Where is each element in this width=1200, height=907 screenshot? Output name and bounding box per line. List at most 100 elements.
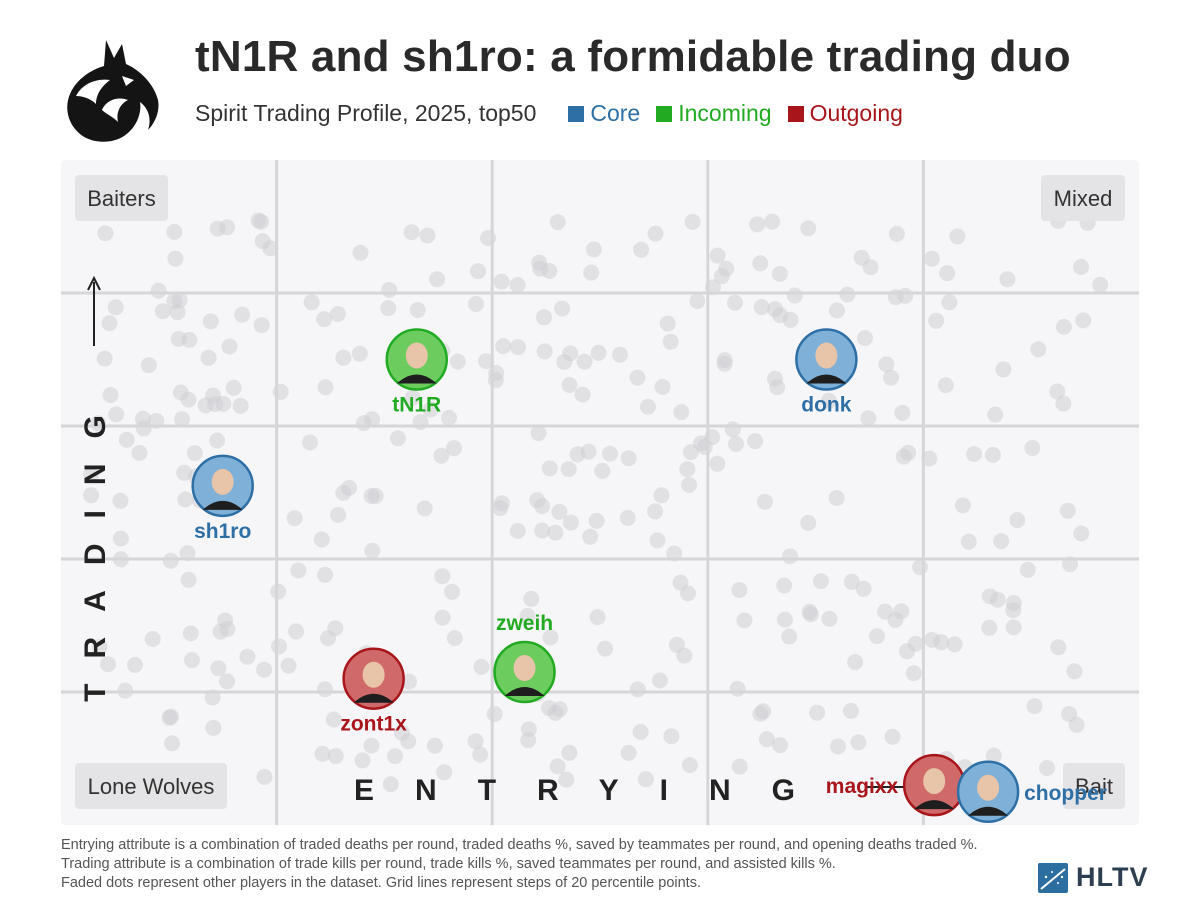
footnotes: Entrying attribute is a combination of t… [61, 836, 978, 893]
faded-dot [389, 430, 406, 447]
faded-dot [416, 500, 433, 517]
faded-dot [583, 264, 600, 281]
faded-dot [488, 365, 505, 381]
faded-dot [847, 654, 864, 671]
quadrant-label-baiters: Baiters [75, 175, 168, 221]
faded-dot [830, 738, 846, 755]
avatar-shirt [806, 374, 847, 384]
faded-dot [314, 745, 331, 762]
faded-dot [713, 268, 730, 285]
faded-dot [532, 260, 549, 277]
faded-dot [868, 628, 885, 645]
faded-dot [232, 397, 249, 414]
faded-dot [629, 369, 646, 386]
faded-dot [180, 391, 197, 408]
faded-dot [523, 590, 540, 607]
faded-dot [401, 673, 417, 690]
faded-dot [772, 737, 789, 754]
faded-dot [253, 213, 270, 230]
faded-dot [1030, 341, 1047, 358]
faded-dot [800, 220, 817, 237]
faded-dot [1024, 440, 1041, 456]
subtitle-row: Spirit Trading Profile, 2025, top50 Core… [195, 100, 919, 127]
faded-dot [1005, 619, 1022, 636]
faded-dot [649, 532, 666, 549]
faded-dot [302, 434, 318, 451]
avatar-face [513, 655, 536, 682]
player-marker-zont1x: zont1x [340, 647, 407, 736]
faded-dot [855, 580, 872, 597]
faded-dot [724, 421, 741, 438]
faded-dot [219, 673, 235, 690]
faded-dot [801, 603, 818, 620]
faded-dot [217, 612, 234, 629]
faded-dot [329, 306, 346, 322]
faded-dot [585, 241, 602, 258]
faded-dot [709, 247, 726, 264]
y-axis-arrow [87, 275, 101, 346]
faded-dot [400, 733, 417, 750]
faded-dot [542, 629, 559, 646]
footnote-entrying: Entrying attribute is a combination of t… [61, 837, 978, 853]
faded-dot [519, 608, 536, 624]
faded-dot [884, 728, 901, 745]
faded-dot [179, 545, 196, 562]
quadrant-label-bait: Bait [1063, 763, 1125, 809]
faded-dot [905, 665, 922, 682]
faded-dot [753, 299, 770, 316]
faded-dot [166, 223, 183, 240]
footnote-trading: Trading attribute is a combination of tr… [61, 856, 836, 872]
faded-dot [210, 660, 227, 677]
faded-dot [364, 542, 381, 559]
faded-dot [752, 255, 769, 272]
faded-dot [756, 493, 773, 510]
players-layer: tN1R donk sh1ro zweih zont1x magixx chopper [191, 328, 1107, 823]
faded-dot [551, 701, 568, 718]
faded-dot [205, 387, 221, 404]
faded-dot [921, 450, 938, 467]
player-label: chopper [1024, 782, 1107, 805]
player-label: magixx [826, 775, 899, 798]
faded-dot [937, 377, 954, 394]
chart-subtitle: Spirit Trading Profile, 2025, top50 [195, 100, 537, 126]
faded-dot [776, 577, 793, 594]
quadrant-label-lone-wolves-text: Lone Wolves [88, 774, 215, 799]
faded-dot [809, 704, 826, 721]
avatar-face [405, 342, 428, 369]
faded-dot [468, 296, 484, 312]
faded-dot [928, 312, 945, 329]
faded-dot [764, 213, 781, 230]
faded-dot [327, 620, 344, 637]
faded-dot [987, 406, 1004, 423]
faded-dot [894, 404, 911, 421]
avatar-face [923, 768, 946, 795]
faded-dot [729, 680, 746, 697]
faded-dot [351, 345, 368, 362]
faded-dot [181, 331, 198, 348]
faded-dot [668, 636, 685, 653]
faded-dot [888, 225, 905, 242]
faded-dot [662, 333, 679, 350]
faded-dot [254, 233, 271, 250]
faded-dot [1050, 639, 1067, 656]
faded-dot [752, 705, 769, 722]
avatar-shirt [353, 693, 394, 703]
faded-dot [633, 241, 650, 258]
faded-dot [409, 302, 426, 318]
faded-dot [589, 609, 606, 626]
faded-dot [436, 764, 453, 781]
faded-dot [781, 628, 798, 645]
faded-dot [434, 568, 451, 585]
faded-dot [444, 583, 461, 600]
faded-dot [209, 432, 226, 449]
faded-dot [91, 639, 108, 656]
faded-dot [597, 640, 614, 657]
hltv-logo-icon [1038, 862, 1068, 893]
faded-dot [663, 728, 680, 745]
player-label: zont1x [340, 713, 407, 736]
faded-dot [1005, 602, 1022, 619]
faded-dot [1092, 276, 1109, 293]
faded-dot [256, 661, 273, 678]
faded-dot [280, 657, 297, 674]
faded-dot [118, 431, 135, 448]
